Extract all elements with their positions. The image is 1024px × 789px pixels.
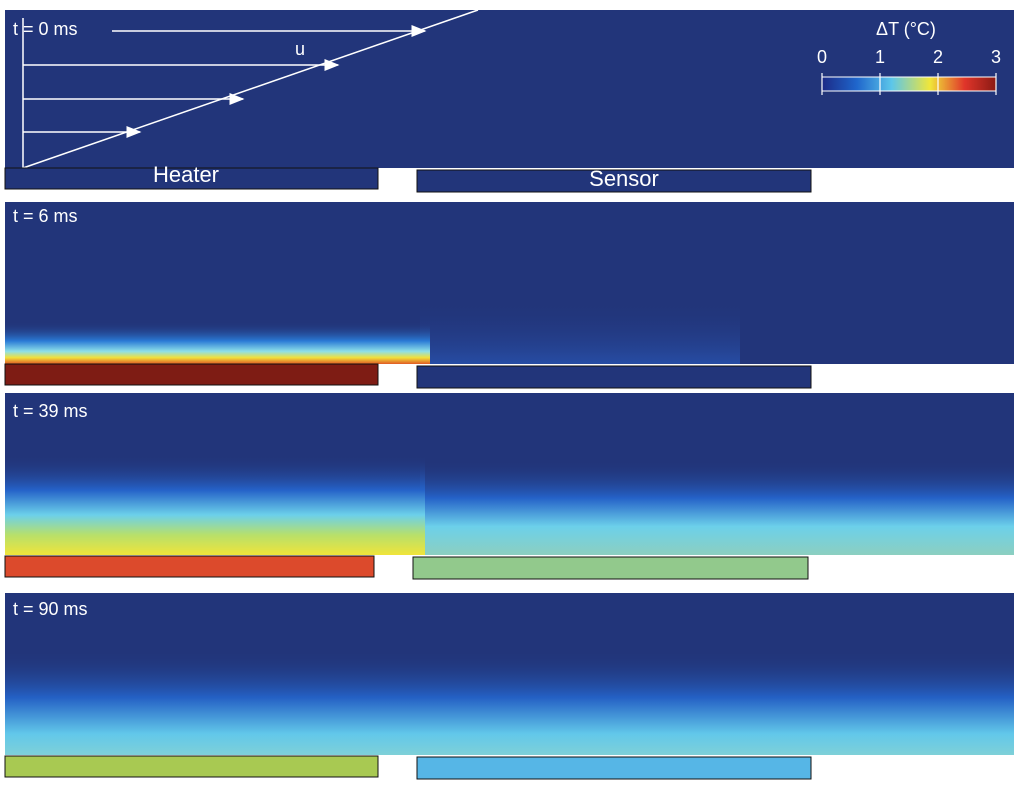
tick-label: 3: [991, 47, 1001, 67]
sensor: [416, 365, 812, 389]
panel-label: t = 90 ms: [13, 599, 88, 619]
panel-label: t = 39 ms: [13, 401, 88, 421]
sensor: [416, 169, 812, 193]
sensor: [412, 556, 809, 580]
panel-fields: [5, 10, 1014, 755]
tick-label: 2: [933, 47, 943, 67]
field: [5, 455, 425, 555]
tick-label: 0: [817, 47, 827, 67]
tick-label: 1: [875, 47, 885, 67]
field: [5, 650, 1014, 755]
heater: [4, 363, 379, 386]
sensor-label: Sensor: [589, 166, 659, 191]
colorbar-ticks: 0 1 2 3: [817, 47, 1001, 95]
blocks: [4, 167, 812, 780]
profile: [22, 9, 479, 169]
heater-label: Heater: [153, 162, 219, 187]
panel-label: t = 0 ms: [13, 19, 78, 39]
heater: [4, 167, 379, 190]
heater: [4, 555, 375, 578]
panel-label: t = 6 ms: [13, 206, 78, 226]
field: [420, 460, 1014, 555]
velocity-profile: [22, 9, 479, 169]
heater: [4, 755, 379, 778]
sensor: [416, 756, 812, 780]
velocity-label: u: [295, 39, 305, 59]
field: [5, 322, 430, 364]
colorbar-title: ΔT (°C): [876, 19, 936, 39]
colorbar: [821, 76, 997, 92]
field: [420, 300, 740, 364]
